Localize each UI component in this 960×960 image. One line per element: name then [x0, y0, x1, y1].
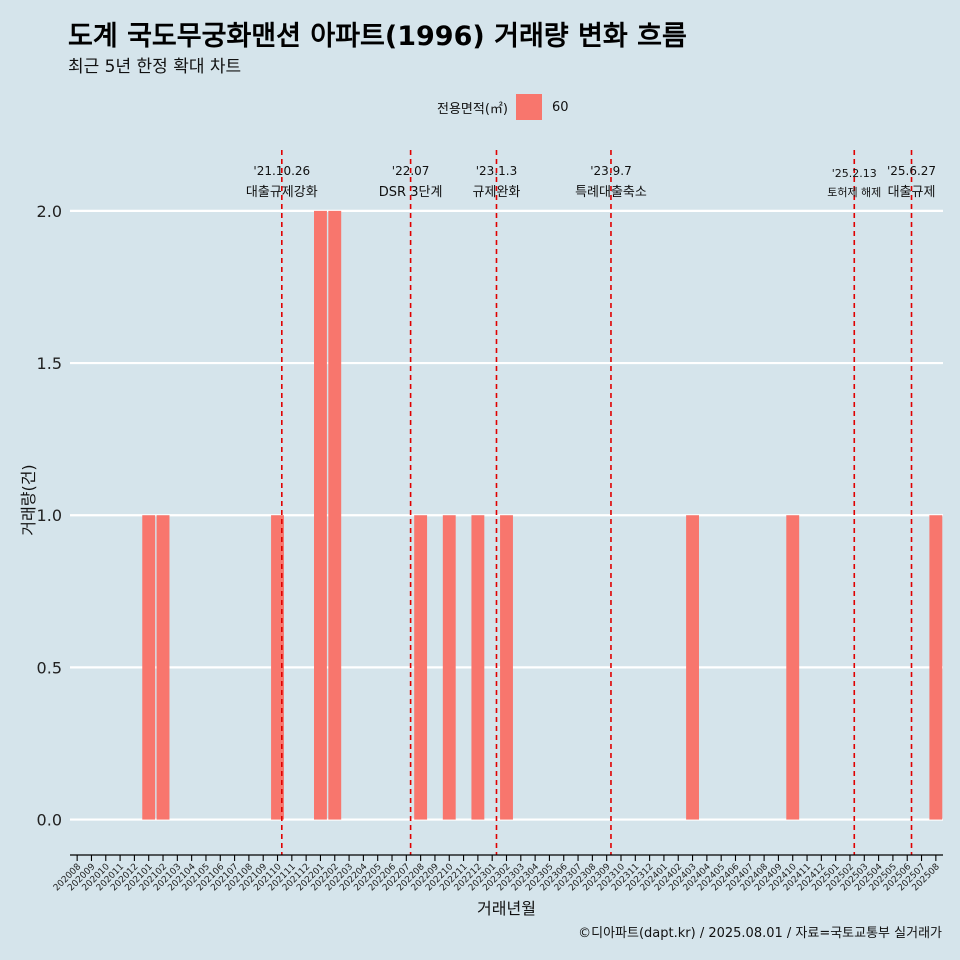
y-tick-label: 1.0: [37, 506, 62, 525]
y-tick-label: 1.5: [37, 354, 62, 373]
bar-202212: [471, 515, 485, 820]
legend: 전용면적(㎡) 60: [437, 94, 569, 120]
event-name-label: DSR 3단계: [379, 185, 443, 200]
event-name-label: 대출규제: [888, 185, 936, 200]
bar-202201: [314, 210, 327, 820]
legend-item-label: 60: [551, 99, 569, 115]
legend-key-swatch: [515, 94, 542, 120]
event-name-label: 대출규제강화: [246, 185, 318, 200]
bar-202202: [328, 210, 342, 820]
event-date-label: '23.9.7: [590, 164, 631, 178]
event-date-label: '23.1.3: [476, 164, 517, 178]
event-name-label: 토허제 해제: [827, 185, 881, 199]
bar-202102: [156, 515, 170, 820]
bar-202410: [786, 515, 800, 820]
event-name-label: 규제완화: [473, 185, 521, 200]
bar-202101: [142, 515, 156, 820]
event-date-label: '21.10.26: [253, 164, 310, 178]
chart-title: 도계 국도무궁화맨션 아파트(1996) 거래량 변화 흐름: [68, 21, 687, 52]
event-name-label: 특례대출축소: [575, 185, 647, 200]
event-date-label: '25.6.27: [887, 164, 936, 178]
bar-202110: [271, 515, 284, 820]
y-tick-label: 0.0: [37, 811, 62, 830]
y-axis-title: 거래량(건): [19, 464, 38, 535]
source-caption: ©디아파트(dapt.kr) / 2025.08.01 / 자료=국토교통부 실…: [578, 926, 942, 941]
bar-202210: [442, 515, 456, 820]
bar-202508: [929, 515, 943, 820]
event-markers: '21.10.26 대출규제강화 '22.07 DSR 3단계 '23.1.3 규제완화 '…: [246, 150, 936, 855]
legend-title: 전용면적(㎡): [437, 101, 508, 117]
x-axis-title: 거래년월: [477, 899, 536, 918]
event-date-label: '25.2.13: [832, 167, 877, 180]
bars: [142, 210, 943, 820]
y-tick-label: 0.5: [37, 658, 62, 677]
bar-202208: [414, 515, 428, 820]
event-date-label: '22.07: [392, 164, 430, 178]
chart-subtitle: 최근 5년 한정 확대 차트: [68, 57, 242, 77]
bar-202403: [686, 515, 699, 820]
y-tick-label: 2.0: [37, 202, 62, 221]
bar-202302: [500, 515, 513, 820]
